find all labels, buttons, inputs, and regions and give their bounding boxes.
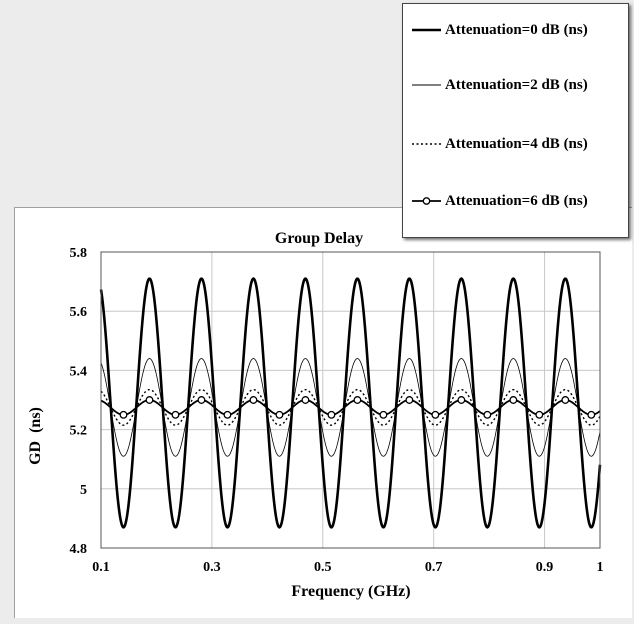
series-marker <box>223 410 232 419</box>
y-tick-label: 5.6 <box>70 305 88 320</box>
y-axis-label: GD (ns) <box>27 407 44 465</box>
series-marker <box>197 396 206 404</box>
legend-swatch-dotted <box>412 143 441 145</box>
legend-swatch-circle-markers <box>412 197 441 205</box>
series-marker <box>483 410 492 419</box>
legend-label-0db: Attenuation=0 dB (ns) <box>445 21 588 38</box>
series-marker <box>171 410 180 419</box>
series-layer <box>99 277 602 529</box>
x-tick-label: 0.5 <box>314 560 332 575</box>
series-marker <box>457 396 466 404</box>
series-marker <box>353 396 362 404</box>
y-tick-label: 5.2 <box>70 424 88 439</box>
y-tick-label: 5 <box>80 483 87 498</box>
series-line <box>100 358 601 457</box>
legend-item-6db: Attenuation=6 dB (ns) <box>411 189 588 213</box>
x-tick-label: 0.1 <box>92 560 110 575</box>
chart-title: Group Delay <box>275 230 363 247</box>
chart-panel: 4.8 5 5.2 5.4 5.6 5.8 0.1 0.3 0.5 0.7 0.9 1 Group D… <box>14 207 632 618</box>
series-marker <box>301 396 310 404</box>
legend-item-0db: Attenuation=0 dB (ns) <box>411 18 588 42</box>
series-marker <box>379 410 388 419</box>
series-line <box>99 277 602 529</box>
legend-label-4db: Attenuation=4 dB (ns) <box>445 135 588 152</box>
series-marker <box>145 396 154 404</box>
legend-label-2db: Attenuation=2 dB (ns) <box>445 76 588 93</box>
tick-layer: 4.8 5 5.2 5.4 5.6 5.8 0.1 0.3 0.5 0.7 0.9 1 <box>70 246 604 575</box>
y-tick-label: 5.4 <box>70 364 88 379</box>
chart-svg: 4.8 5 5.2 5.4 5.6 5.8 0.1 0.3 0.5 0.7 0.9 1 Group D… <box>27 230 604 600</box>
legend-label-6db: Attenuation=6 dB (ns) <box>445 192 588 209</box>
x-tick-label: 0.9 <box>536 560 554 575</box>
legend: Attenuation=0 dB (ns) Attenuation=2 dB (… <box>402 3 629 238</box>
series-marker <box>587 410 596 419</box>
series-marker <box>561 396 570 404</box>
series-marker <box>535 410 544 419</box>
plot-border <box>100 251 601 549</box>
x-tick-label: 1 <box>597 560 604 575</box>
legend-swatch-thin-solid <box>412 84 441 86</box>
series-marker <box>275 410 284 419</box>
series-marker <box>249 396 258 404</box>
x-axis-label: Frequency (GHz) <box>291 583 410 600</box>
x-tick-label: 0.7 <box>425 560 443 575</box>
legend-item-2db: Attenuation=2 dB (ns) <box>411 73 588 97</box>
legend-item-4db: Attenuation=4 dB (ns) <box>411 132 588 156</box>
series-marker <box>405 396 414 404</box>
series-marker <box>509 396 518 404</box>
series-marker <box>327 410 336 419</box>
y-tick-label: 5.8 <box>70 246 88 261</box>
legend-swatch-thick-solid <box>412 28 441 32</box>
series-marker <box>119 410 128 419</box>
y-tick-label: 4.8 <box>70 542 88 557</box>
series-line <box>100 388 601 426</box>
series-marker <box>431 410 440 419</box>
x-tick-label: 0.3 <box>203 560 221 575</box>
